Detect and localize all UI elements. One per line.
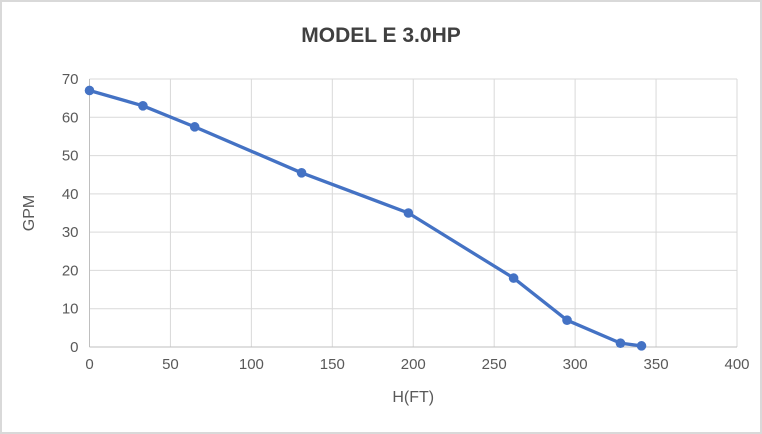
data-point[interactable] xyxy=(562,315,572,326)
data-point[interactable] xyxy=(189,122,200,132)
y-tick-label: 50 xyxy=(62,148,79,165)
x-tick-label: 250 xyxy=(482,356,507,373)
y-tick-label: 60 xyxy=(62,109,79,126)
x-tick-label: 0 xyxy=(85,356,93,373)
y-tick-label: 10 xyxy=(62,301,79,318)
y-tick-label: 40 xyxy=(62,186,79,203)
y-tick-label: 0 xyxy=(70,339,78,356)
x-tick-label: 200 xyxy=(401,356,426,373)
y-tick-label: 70 xyxy=(62,71,79,88)
x-tick-label: 350 xyxy=(644,356,669,373)
x-tick-label: 50 xyxy=(162,356,179,373)
data-point[interactable] xyxy=(615,338,626,348)
data-point[interactable] xyxy=(403,208,414,218)
data-point[interactable] xyxy=(138,101,148,111)
data-point[interactable] xyxy=(636,341,647,351)
y-axis-title: GPM xyxy=(21,195,38,231)
chart-title: MODEL E 3.0HP xyxy=(301,24,461,47)
data-point[interactable] xyxy=(508,273,519,283)
y-tick-label: 20 xyxy=(62,262,79,279)
x-tick-label: 100 xyxy=(239,356,264,373)
x-tick-label: 150 xyxy=(320,356,345,373)
data-point[interactable] xyxy=(296,168,307,178)
y-tick-label: 30 xyxy=(62,224,79,241)
data-series-line[interactable] xyxy=(87,88,644,348)
x-axis-title: H(FT) xyxy=(392,389,434,406)
x-tick-label: 300 xyxy=(563,356,588,373)
x-tick-label: 400 xyxy=(724,356,749,373)
data-point[interactable] xyxy=(84,85,95,96)
